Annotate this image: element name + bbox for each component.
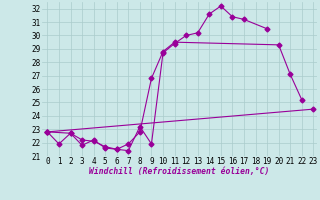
X-axis label: Windchill (Refroidissement éolien,°C): Windchill (Refroidissement éolien,°C) <box>89 167 269 176</box>
